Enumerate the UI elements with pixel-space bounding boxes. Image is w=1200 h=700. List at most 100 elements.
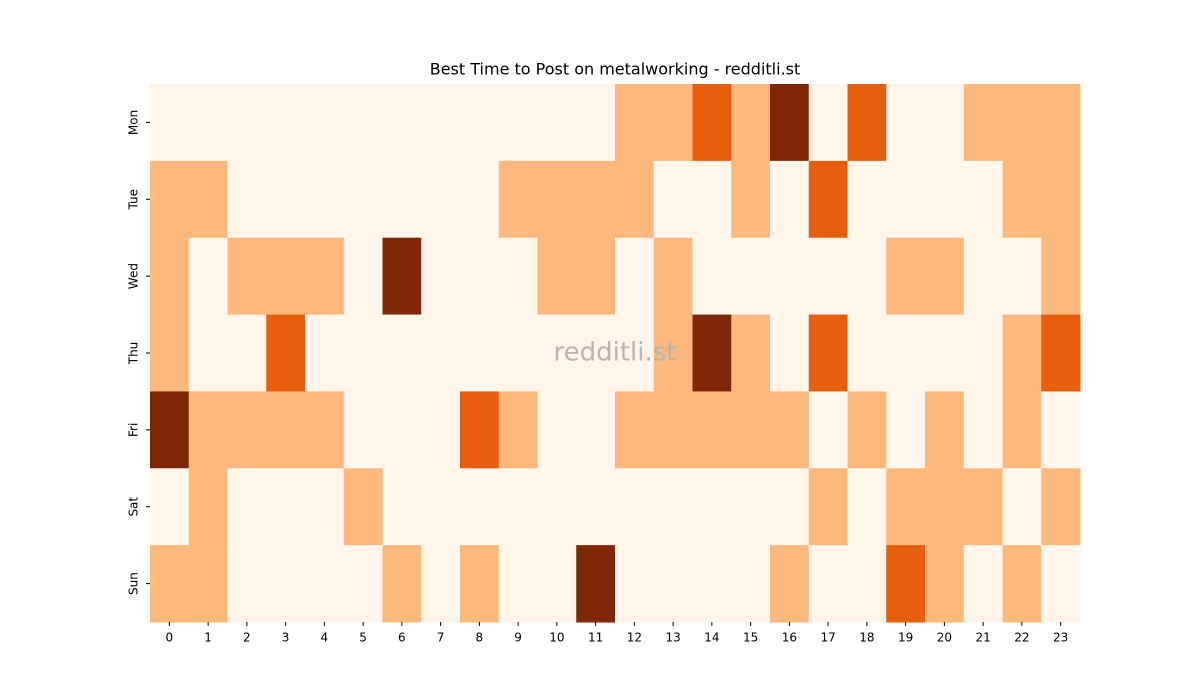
heat-cell [266,160,306,239]
heat-cell [615,237,655,316]
heat-cell [460,314,500,392]
heat-cell [653,391,693,469]
heat-cell [886,391,926,469]
heat-cell [188,391,228,469]
heat-cell [925,468,965,546]
heat-cell [1002,391,1042,469]
y-tick-label: Fri [127,423,141,437]
heat-cell [1002,545,1042,623]
heat-cell [537,84,577,162]
heat-cell [150,160,190,239]
heat-cell [963,391,1003,469]
heat-cell [576,237,616,316]
heat-cell [421,545,461,623]
heat-cell [653,84,693,162]
heat-cell [498,160,538,239]
heat-cell [460,545,500,623]
heat-cell [847,237,887,316]
heat-cell [382,84,422,162]
x-tick-label: 1 [204,631,212,645]
y-tick-label: Sat [127,497,141,517]
heat-cell [421,237,461,316]
heat-cell [227,160,267,239]
heat-cell [692,391,732,469]
heat-cell [188,160,228,239]
heat-cell [150,545,190,623]
heat-cell [847,391,887,469]
heat-cell [537,545,577,623]
x-tick-label: 10 [549,631,564,645]
heat-cell [692,160,732,239]
heat-cell [1002,468,1042,546]
heat-cell [925,391,965,469]
heat-cell [537,391,577,469]
heat-cell [382,314,422,392]
heat-cell [731,84,771,162]
heat-cell [653,545,693,623]
heat-cell [770,391,810,469]
heat-cell [150,84,190,162]
heat-cell [576,391,616,469]
heat-cell [886,545,926,623]
heat-cell [498,84,538,162]
heat-cell [615,84,655,162]
heat-cell [1041,160,1081,239]
heat-cell [808,84,848,162]
heat-cell [692,545,732,623]
heat-cell [886,314,926,392]
heat-cell [227,391,267,469]
heat-cell [382,545,422,623]
heat-cell [615,468,655,546]
heat-cell [770,84,810,162]
heat-cell [150,391,190,469]
x-tick-label: 6 [398,631,406,645]
chart-title: Best Time to Post on metalworking - redd… [430,60,801,79]
heat-cell [808,237,848,316]
heat-cell [266,391,306,469]
y-tick-label: Mon [127,110,141,135]
heat-cell [925,545,965,623]
x-tick-label: 19 [898,631,913,645]
heat-cell [963,160,1003,239]
heat-cell [770,545,810,623]
x-tick-label: 22 [1014,631,1029,645]
x-tick-label: 5 [359,631,367,645]
x-tick-label: 18 [859,631,874,645]
y-tick-label: Sun [127,572,141,595]
heat-cell [770,468,810,546]
heat-cell [1041,237,1081,316]
heat-cell [421,314,461,392]
heat-cell [886,160,926,239]
heat-cell [305,314,345,392]
x-tick-label: 3 [282,631,290,645]
heat-cell [963,84,1003,162]
heat-cell [498,468,538,546]
heat-cell [460,160,500,239]
heat-cell [382,237,422,316]
heat-cell [150,468,190,546]
heat-cell [576,160,616,239]
heat-cell [963,545,1003,623]
heat-cell [227,237,267,316]
x-tick-label: 11 [588,631,603,645]
heat-cell [886,237,926,316]
heat-cell [808,391,848,469]
y-tick-label: Tue [127,189,141,211]
heat-cell [343,468,383,546]
heat-cell [343,237,383,316]
heat-cell [615,314,655,392]
heat-cell [227,84,267,162]
heat-cell [266,545,306,623]
heat-cell [266,314,306,392]
heat-cell [925,237,965,316]
heat-cell [1002,160,1042,239]
y-tick-label: Thu [127,342,141,366]
heat-cell [343,84,383,162]
heat-cell [770,314,810,392]
x-tick-label: 2 [243,631,251,645]
heat-cell [731,160,771,239]
heat-cell [460,391,500,469]
heat-cell [731,314,771,392]
heat-cell [847,468,887,546]
heat-cell [421,84,461,162]
